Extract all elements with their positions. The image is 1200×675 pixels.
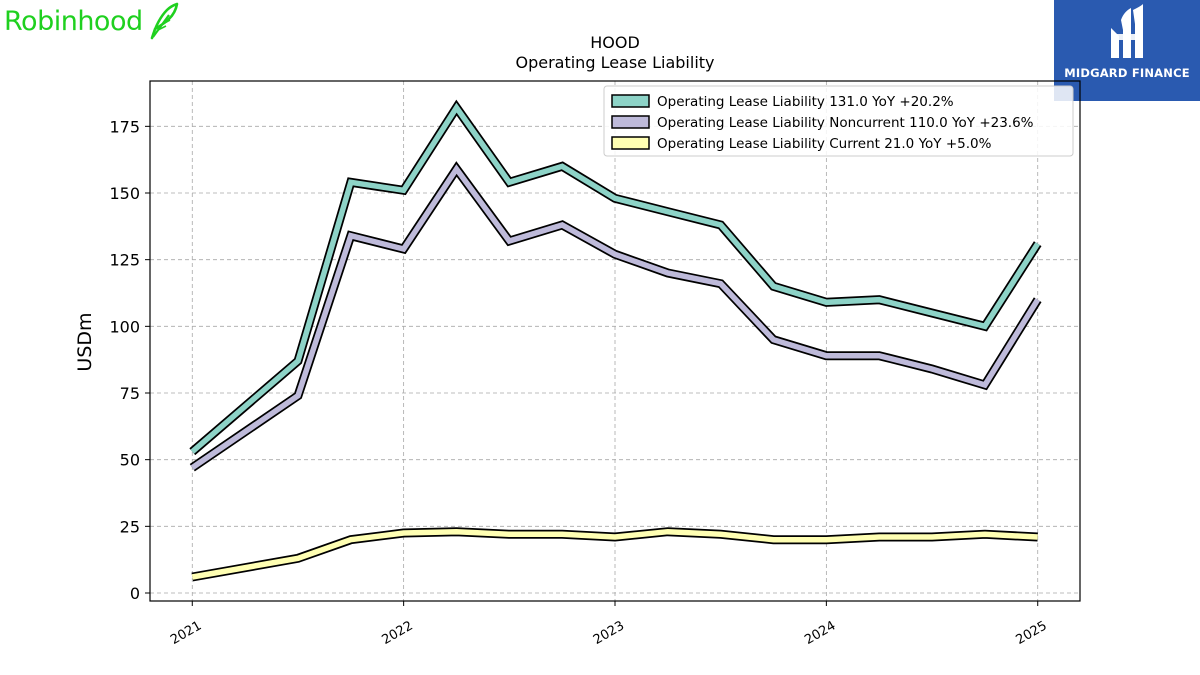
y-tick-label: 125 xyxy=(109,251,140,270)
series-line-outline xyxy=(189,161,1042,472)
y-tick-label: 75 xyxy=(120,384,140,403)
grid xyxy=(150,81,1080,601)
legend-entry: Operating Lease Liability Noncurrent 110… xyxy=(657,115,1034,131)
midgard-finance-badge: MIDGARD FINANCE xyxy=(1054,0,1200,101)
legend-swatch xyxy=(611,136,650,150)
y-tick-label: 100 xyxy=(109,317,140,336)
series-line xyxy=(190,102,1041,454)
y-tick-label: 50 xyxy=(120,451,140,470)
chart-title: HOOD xyxy=(590,33,640,52)
midgard-logo-icon xyxy=(1111,4,1143,58)
y-axis-label: USDm xyxy=(74,312,96,371)
x-tick-label: 2021 xyxy=(168,618,204,648)
badge-name: MIDGARD FINANCE xyxy=(1064,66,1190,80)
legend-entry: Operating Lease Liability Current 21.0 Y… xyxy=(657,136,992,152)
series-line xyxy=(191,528,1038,580)
series-line xyxy=(190,164,1041,470)
legend-frame xyxy=(603,85,1074,157)
brand-name: Robinhood xyxy=(4,5,143,37)
x-tick-label: 2025 xyxy=(1014,618,1050,648)
legend-swatch xyxy=(611,115,650,129)
x-tick-label: 2023 xyxy=(591,618,627,648)
robinhood-brand: Robinhood xyxy=(4,2,179,40)
x-tick-label: 2022 xyxy=(379,618,415,648)
x-tick-label: 2024 xyxy=(802,618,838,648)
y-tick-label: 150 xyxy=(109,184,140,203)
y-tick-label: 25 xyxy=(120,517,140,536)
series-lines xyxy=(189,99,1042,582)
y-tick-label: 175 xyxy=(109,117,140,136)
legend: Operating Lease Liability 131.0 YoY +20.… xyxy=(603,85,1074,157)
legend-swatch xyxy=(611,94,650,108)
legend-entry: Operating Lease Liability 131.0 YoY +20.… xyxy=(657,94,954,110)
y-tick-label: 0 xyxy=(130,584,140,603)
chart-subtitle: Operating Lease Liability xyxy=(515,53,714,72)
feather-icon xyxy=(150,2,178,40)
